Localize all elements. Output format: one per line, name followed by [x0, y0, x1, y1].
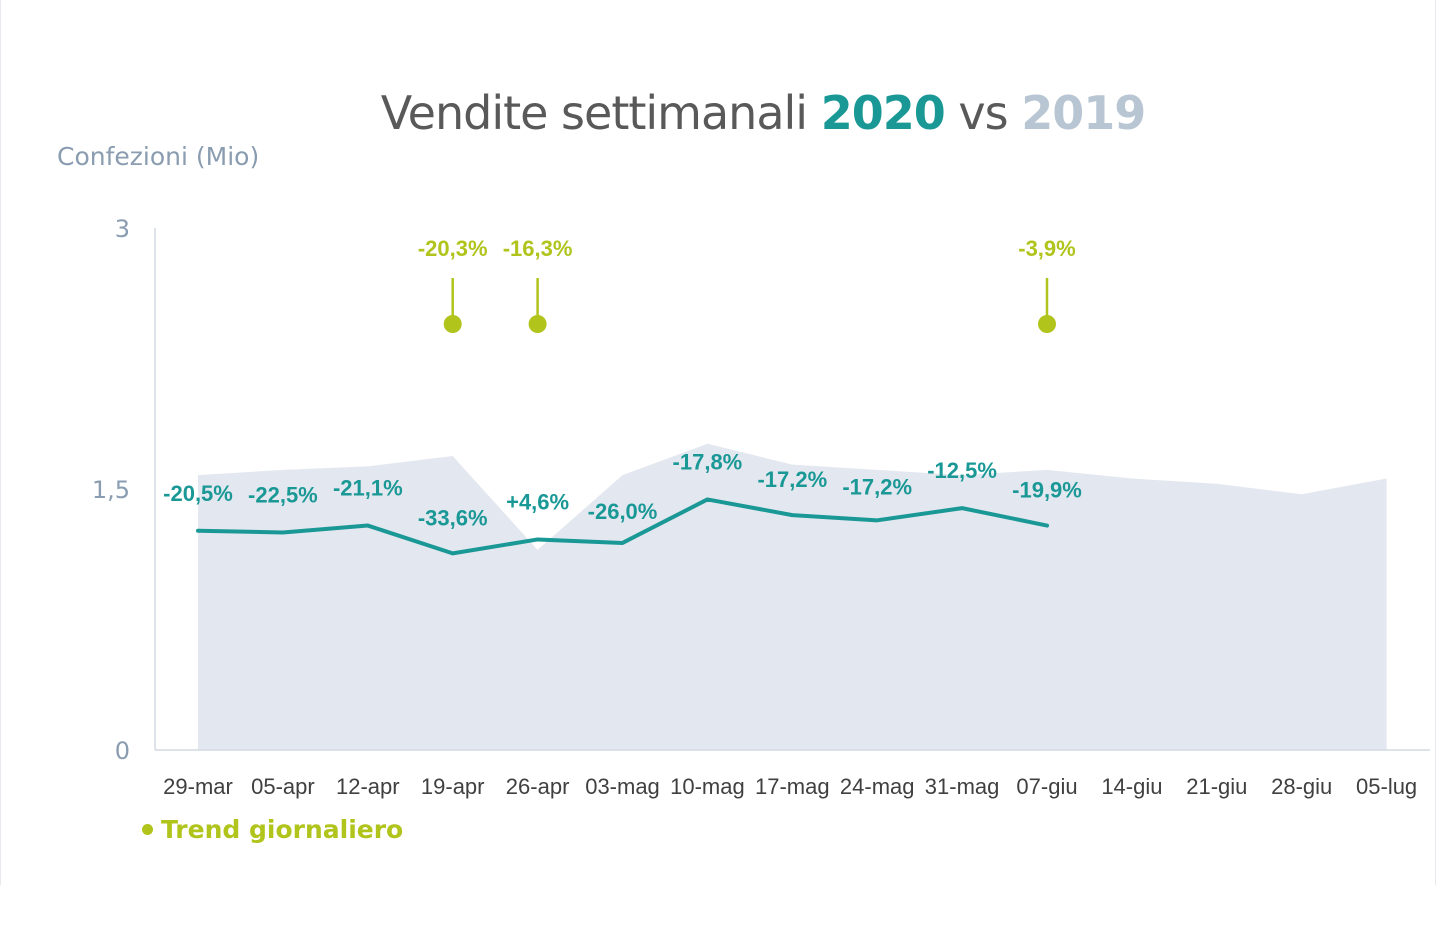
data-label-2020: -22,5%	[248, 483, 318, 508]
x-tick-label: 24-mag	[840, 774, 915, 799]
data-label-2020: -12,5%	[927, 458, 997, 483]
data-label-2020: -17,8%	[673, 449, 743, 474]
series-2020-line	[196, 497, 1049, 556]
x-tick-label: 31-mag	[925, 774, 1000, 799]
y-tick-label: 3	[115, 215, 130, 243]
y-tick-label: 0	[115, 737, 130, 765]
legend-dot-icon	[142, 823, 153, 835]
legend: Trend giornaliero	[142, 815, 403, 844]
trend-marker-dot	[443, 315, 462, 333]
data-label-2020: -19,9%	[1012, 478, 1082, 503]
data-label-2020: -17,2%	[842, 474, 912, 499]
trend-marker-dot	[1038, 315, 1056, 333]
x-tick-label: 05-lug	[1356, 774, 1417, 799]
data-label-2020: -21,1%	[333, 476, 403, 501]
x-tick-label: 10-mag	[670, 774, 745, 799]
x-tick-label: 28-giu	[1271, 774, 1332, 799]
data-label-2020: -26,0%	[588, 499, 658, 524]
x-tick-label: 05-apr	[251, 774, 315, 799]
x-tick-label: 07-giu	[1016, 774, 1077, 799]
legend-label: Trend giornaliero	[161, 815, 404, 844]
title-text: Vendite settimanali	[380, 86, 808, 140]
trend-label: -16,3%	[503, 236, 573, 261]
x-tick-label: 29-mar	[163, 774, 233, 799]
data-label-2020: +4,6%	[506, 489, 569, 514]
trend-label: -20,3%	[418, 236, 488, 261]
x-tick-label: 17-mag	[755, 774, 830, 799]
chart-title: Vendite settimanali 2020 vs 2019	[0, 86, 1436, 140]
title-year-2020: 2020	[820, 86, 946, 140]
x-tick-label: 14-giu	[1101, 774, 1162, 799]
x-tick-label: 26-apr	[506, 774, 570, 799]
x-tick-label: 19-apr	[421, 774, 485, 799]
y-tick-label: 1,5	[92, 476, 130, 504]
y-axis-label: Confezioni (Mio)	[57, 142, 260, 171]
title-year-2019: 2019	[1021, 86, 1146, 140]
data-label-2020: -17,2%	[757, 467, 827, 492]
trend-marker-dot	[528, 315, 547, 333]
x-tick-label: 12-apr	[336, 774, 400, 799]
data-label-2020: -20,5%	[163, 481, 233, 506]
data-label-2020: -33,6%	[418, 505, 488, 530]
series-2019-area	[198, 443, 1387, 750]
title-vs: vs	[958, 86, 1008, 140]
x-tick-label: 03-mag	[585, 774, 660, 799]
trend-label: -3,9%	[1018, 236, 1075, 261]
x-tick-label: 21-giu	[1186, 774, 1247, 799]
